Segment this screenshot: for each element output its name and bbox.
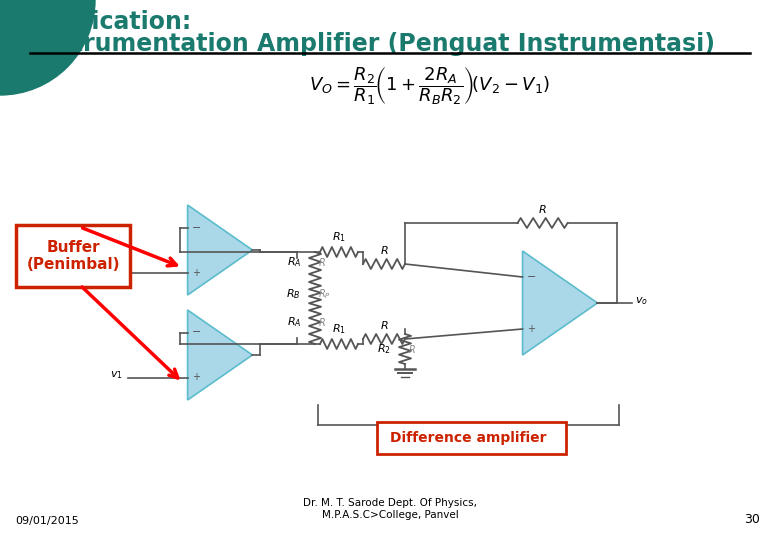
Text: $R_P$: $R_P$ bbox=[318, 287, 331, 301]
Text: −: − bbox=[192, 327, 201, 338]
Text: $R_A$: $R_A$ bbox=[286, 315, 301, 329]
Polygon shape bbox=[188, 205, 253, 295]
Text: $R$: $R$ bbox=[380, 244, 388, 256]
Text: $R$: $R$ bbox=[380, 319, 388, 331]
Text: Dr. M. T. Sarode Dept. Of Physics,
M.P.A.S.C>College, Panvel: Dr. M. T. Sarode Dept. Of Physics, M.P.A… bbox=[303, 498, 477, 520]
Text: Buffer
(Penimbal): Buffer (Penimbal) bbox=[27, 240, 120, 272]
Text: $v_o$: $v_o$ bbox=[636, 295, 648, 307]
Text: −: − bbox=[192, 222, 201, 233]
Text: $R_1$: $R_1$ bbox=[332, 322, 346, 336]
Text: $v_2$: $v_2$ bbox=[110, 265, 122, 276]
Text: $R$: $R$ bbox=[538, 203, 547, 215]
Text: +: + bbox=[192, 373, 200, 382]
FancyBboxPatch shape bbox=[16, 225, 130, 287]
Text: $R_1$: $R_1$ bbox=[332, 230, 346, 244]
Text: $R$: $R$ bbox=[408, 343, 416, 355]
Text: +: + bbox=[192, 267, 200, 278]
Circle shape bbox=[0, 0, 95, 95]
Text: +: + bbox=[526, 324, 534, 334]
Text: 30: 30 bbox=[744, 513, 760, 526]
Text: $R_B$: $R_B$ bbox=[286, 287, 301, 301]
Text: $R_A$: $R_A$ bbox=[286, 255, 301, 269]
Text: 09/01/2015: 09/01/2015 bbox=[15, 516, 79, 526]
Text: $v_1$: $v_1$ bbox=[110, 369, 122, 381]
Text: −: − bbox=[526, 272, 536, 282]
Text: $V_O = \dfrac{R_2}{R_1}\!\left(1+\dfrac{2R_A}{R_B R_2}\right)\!(V_2-V_1)$: $V_O = \dfrac{R_2}{R_1}\!\left(1+\dfrac{… bbox=[310, 65, 551, 106]
FancyBboxPatch shape bbox=[377, 422, 566, 454]
Text: $R$: $R$ bbox=[318, 256, 326, 268]
Text: Instrumentation Amplifier (Penguat Instrumentasi): Instrumentation Amplifier (Penguat Instr… bbox=[32, 32, 715, 56]
Polygon shape bbox=[188, 310, 253, 400]
Polygon shape bbox=[523, 251, 597, 355]
Text: Difference amplifier: Difference amplifier bbox=[391, 431, 547, 445]
Text: $R_2$: $R_2$ bbox=[377, 342, 391, 356]
Text: Application:: Application: bbox=[32, 10, 192, 34]
Text: $R$: $R$ bbox=[318, 316, 326, 328]
